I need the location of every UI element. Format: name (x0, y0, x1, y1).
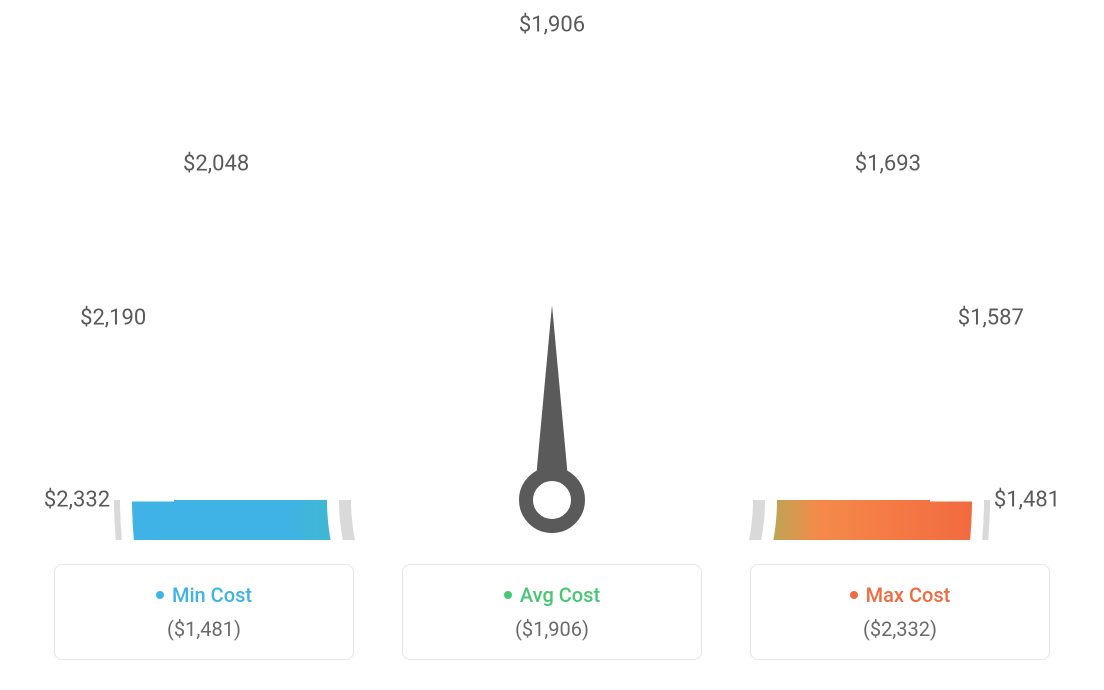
gauge-tick-label: $1,481 (994, 488, 1060, 513)
legend-value-min: ($1,481) (79, 617, 329, 641)
legend-card-min: Min Cost ($1,481) (54, 564, 354, 660)
legend-card-max: Max Cost ($2,332) (750, 564, 1050, 660)
gauge-tick-label: $2,048 (183, 152, 249, 177)
legend-label-min: Min Cost (172, 583, 252, 607)
legend-value-avg: ($1,906) (427, 617, 677, 641)
gauge-tick-label: $1,587 (958, 306, 1024, 331)
gauge-tick-label: $2,332 (44, 488, 110, 513)
gauge-chart: $1,481$1,587$1,693$1,906$2,048$2,190$2,3… (22, 20, 1082, 540)
gauge-svg (22, 20, 1082, 540)
legend-title-max: Max Cost (775, 583, 1025, 607)
legend-card-avg: Avg Cost ($1,906) (402, 564, 702, 660)
legend-dot-avg (504, 591, 512, 599)
legend-row: Min Cost ($1,481) Avg Cost ($1,906) Max … (20, 564, 1084, 660)
legend-label-avg: Avg Cost (520, 583, 600, 607)
legend-dot-min (156, 591, 164, 599)
gauge-tick-label: $1,906 (519, 13, 585, 38)
gauge-tick-label: $2,190 (80, 306, 146, 331)
gauge-tick-label: $1,693 (855, 152, 921, 177)
legend-title-avg: Avg Cost (427, 583, 677, 607)
legend-dot-max (850, 591, 858, 599)
legend-value-max: ($2,332) (775, 617, 1025, 641)
legend-label-max: Max Cost (866, 583, 951, 607)
legend-title-min: Min Cost (79, 583, 329, 607)
